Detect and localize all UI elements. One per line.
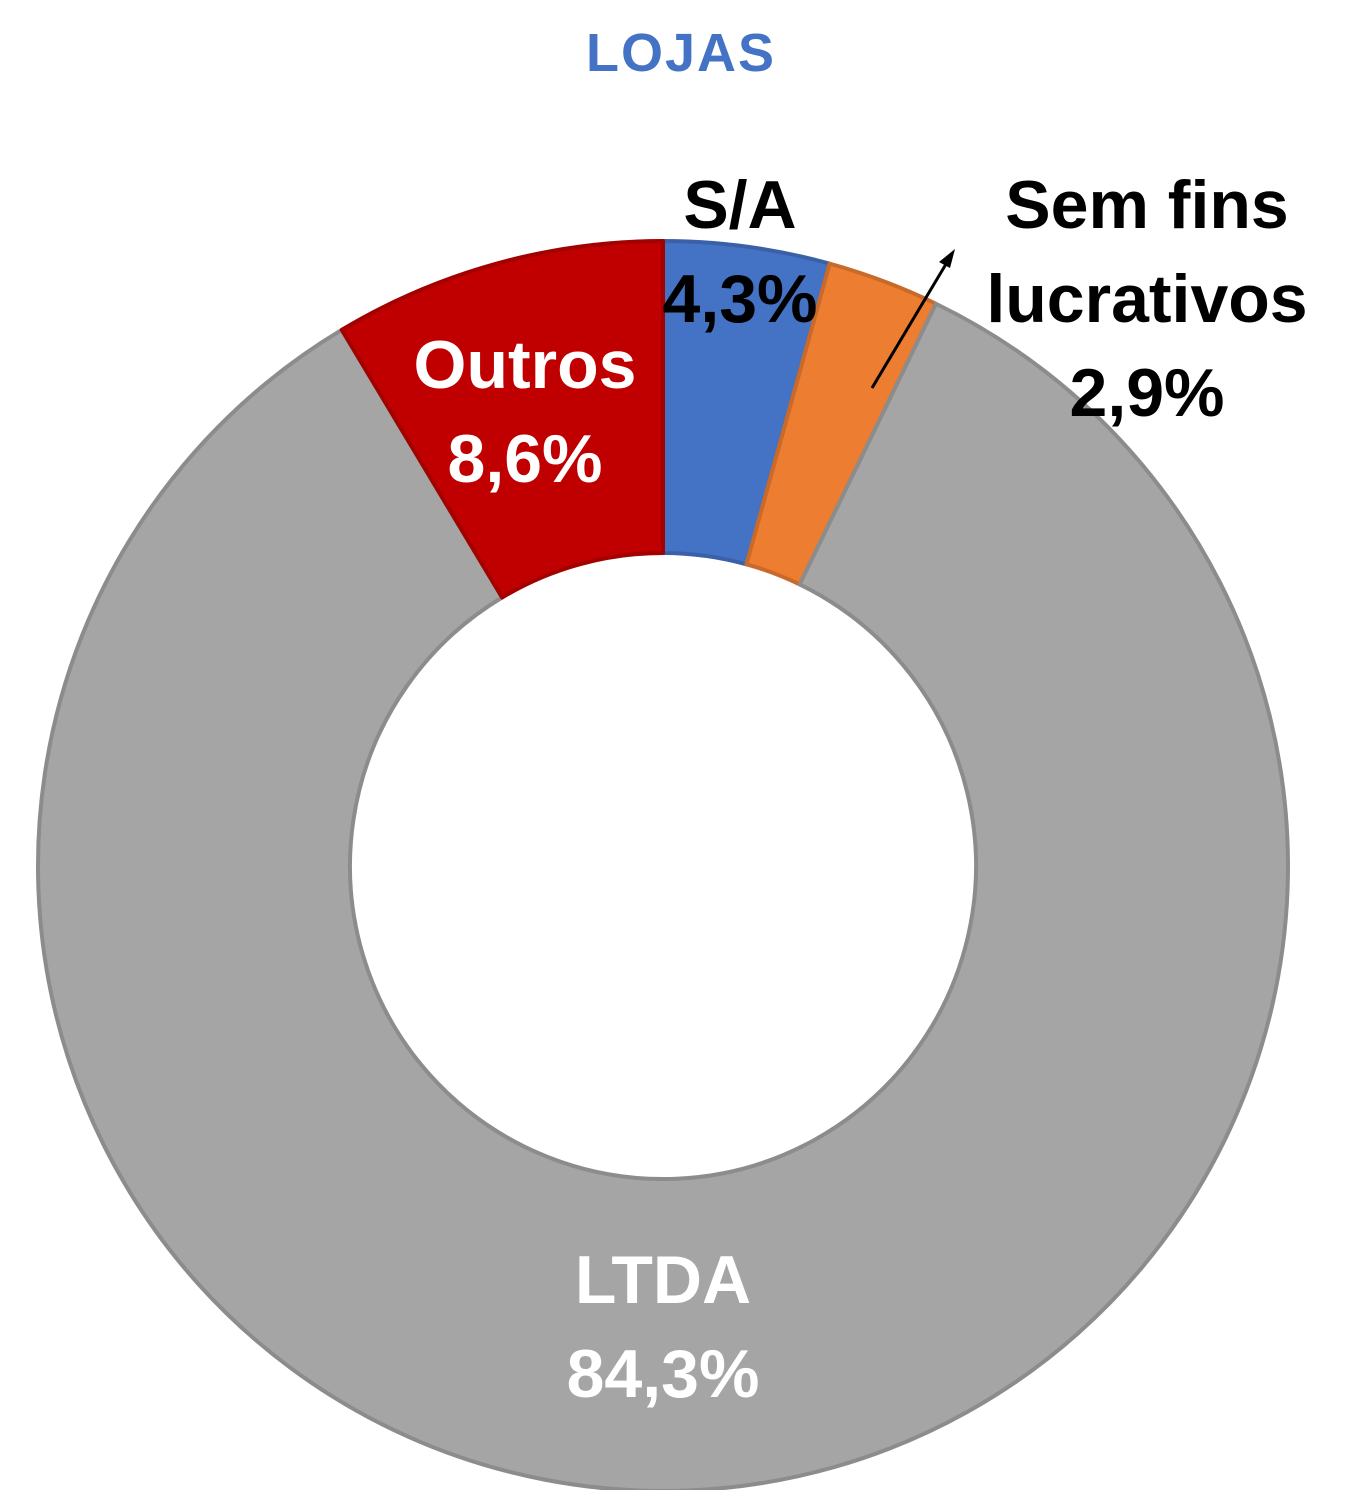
- category-label: LTDA: [574, 1242, 752, 1318]
- data-label: S/A 4,3%: [590, 158, 890, 346]
- chart-title: LOJAS: [585, 23, 777, 83]
- value-label: 8,6%: [447, 421, 603, 497]
- value-label: 2,9%: [1069, 355, 1225, 431]
- value-label: 84,3%: [566, 1336, 760, 1412]
- category-label: Sem fins lucrativos: [986, 167, 1308, 337]
- donut-segment: [36, 301, 1290, 1490]
- value-label: 4,3%: [662, 261, 818, 337]
- data-label: LTDA 84,3%: [463, 1233, 863, 1421]
- data-label: Sem fins lucrativos 2,9%: [937, 158, 1357, 440]
- data-label: Outros 8,6%: [375, 318, 675, 506]
- category-label: Outros: [413, 327, 637, 403]
- leader-line: [870, 253, 954, 389]
- leader-arrow: [939, 249, 955, 268]
- donut-segment: [339, 239, 665, 600]
- category-label: S/A: [683, 167, 797, 243]
